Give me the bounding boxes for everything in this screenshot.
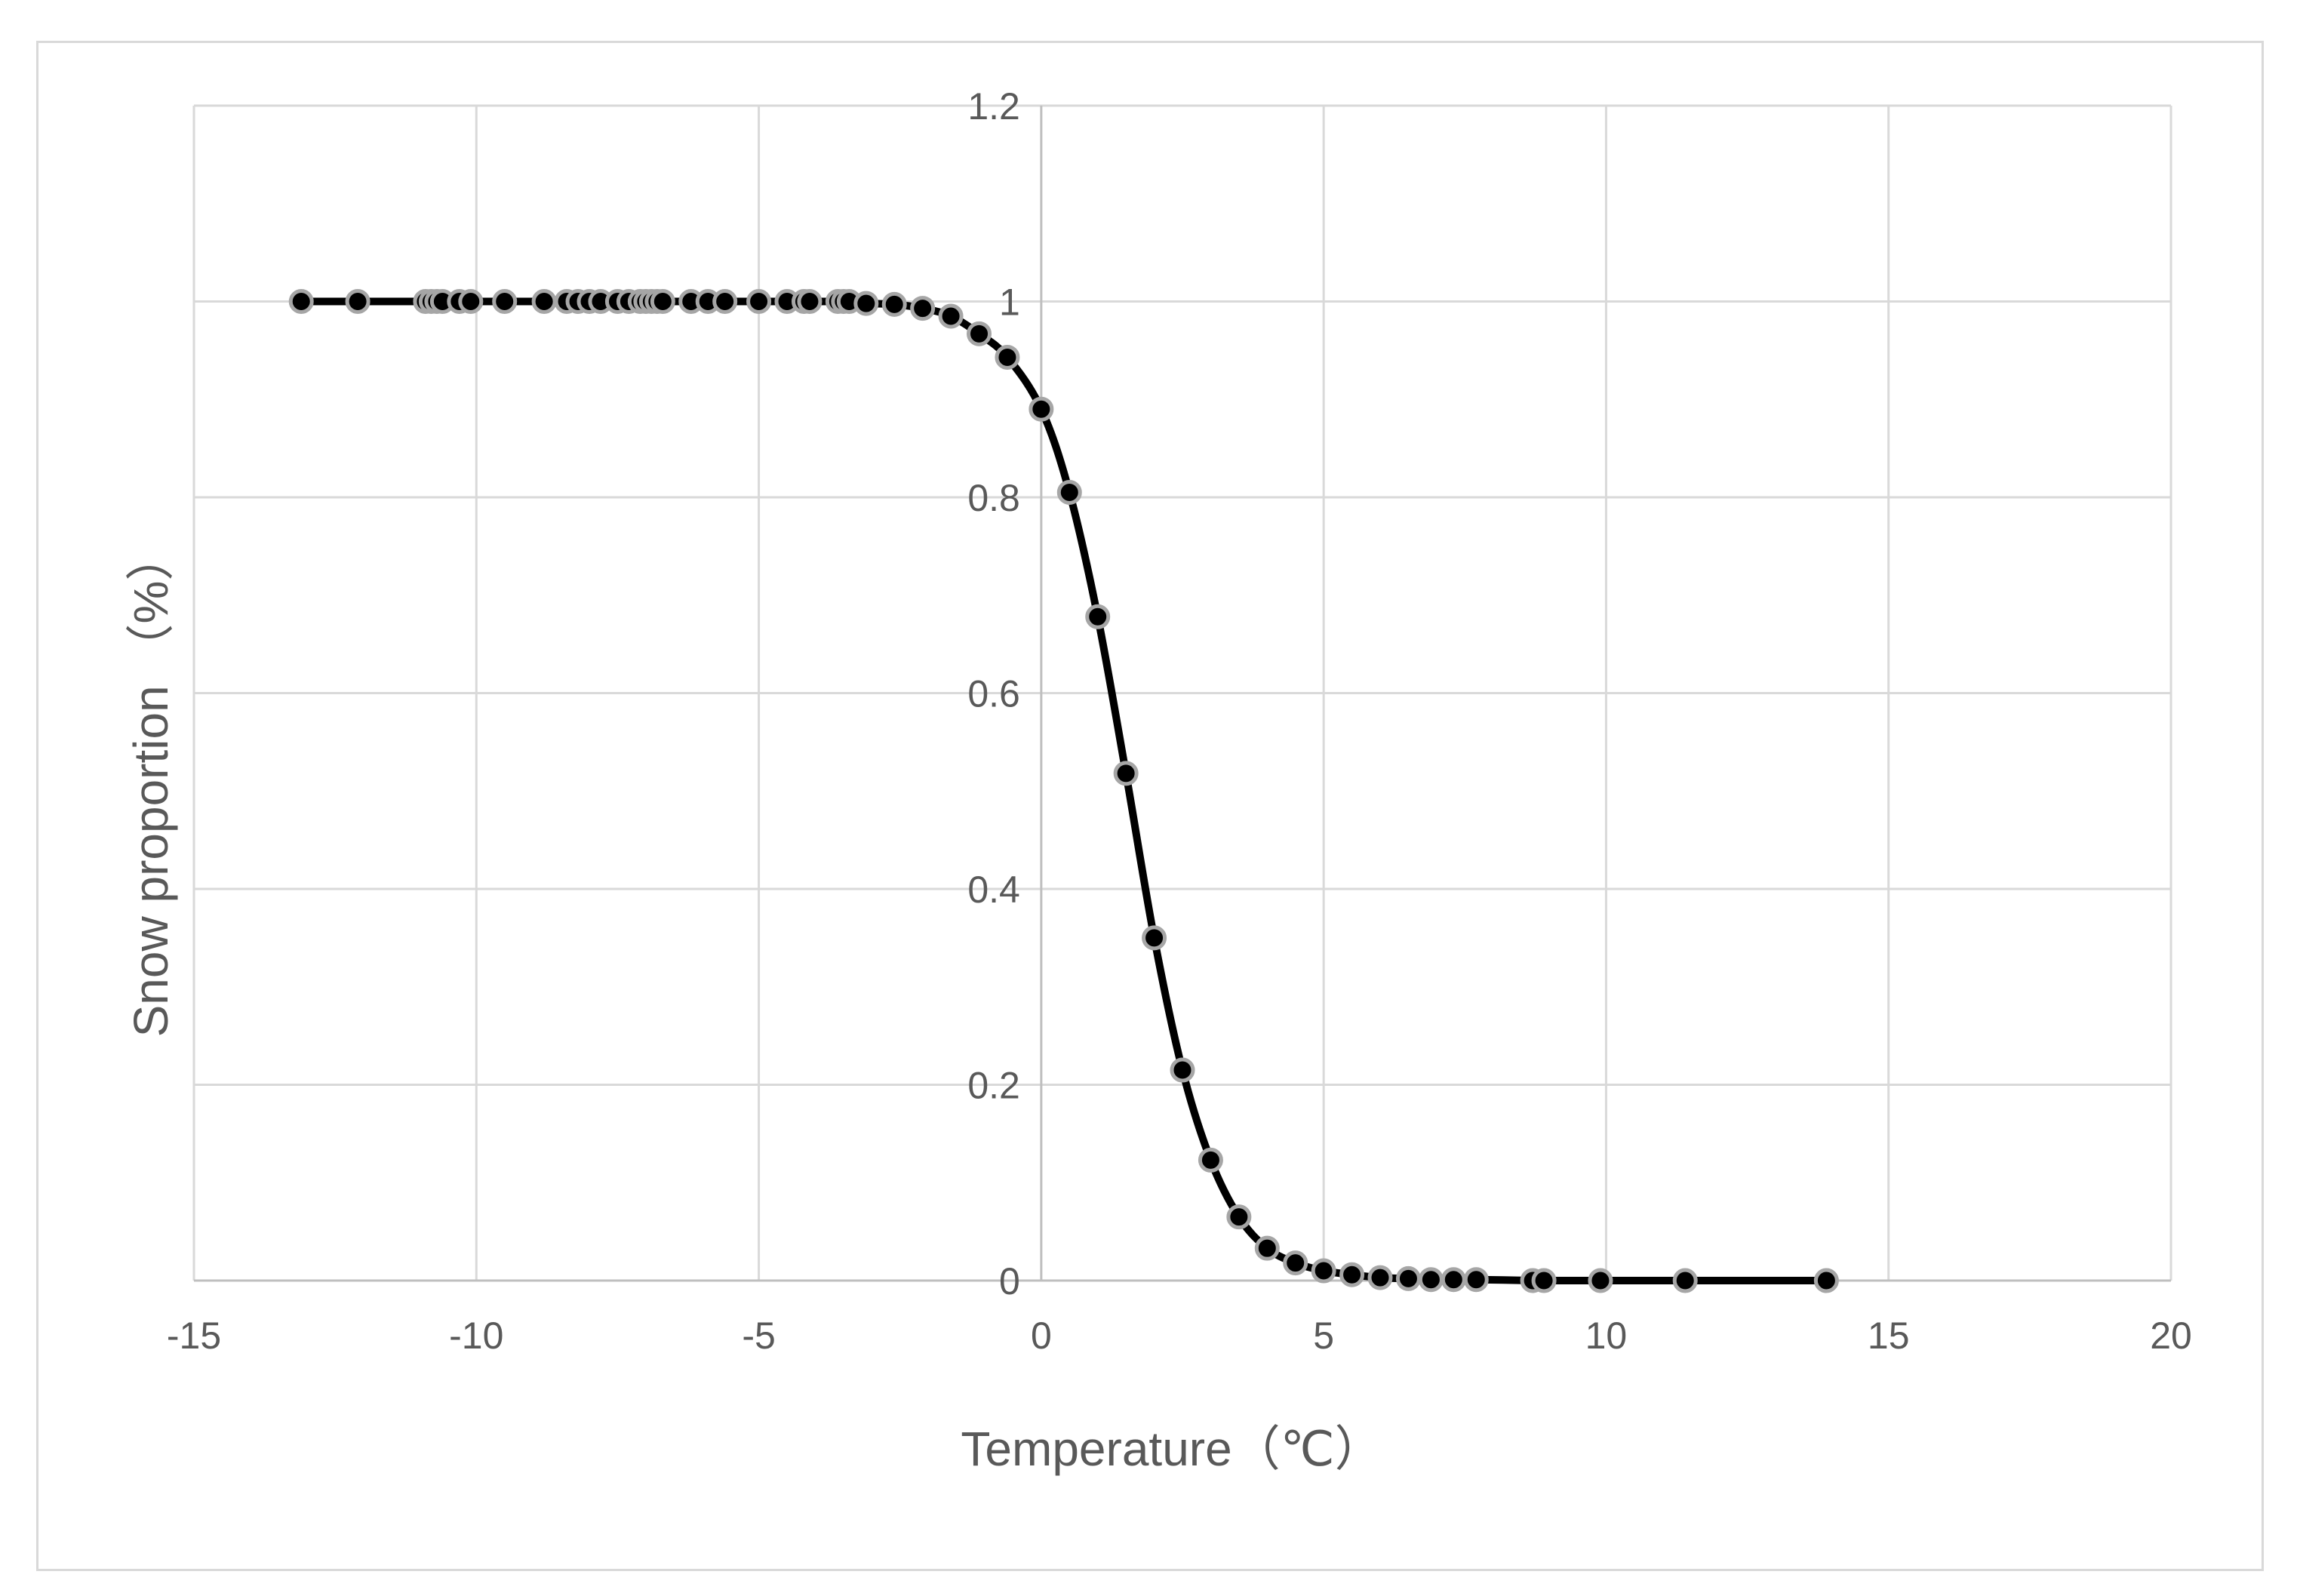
data-point	[881, 291, 907, 317]
data-point	[938, 303, 964, 329]
y-tick-label: 1.2	[967, 85, 1020, 128]
chart-frame	[36, 41, 2264, 1571]
data-point	[1056, 480, 1082, 506]
data-point	[712, 289, 738, 314]
x-tick-label: -15	[167, 1315, 221, 1357]
data-point	[1085, 604, 1111, 629]
x-tick-label: 10	[1585, 1315, 1628, 1357]
data-point	[1283, 1250, 1308, 1276]
y-tick-label: 1	[999, 281, 1020, 324]
x-tick-label: -5	[742, 1315, 775, 1357]
data-point	[1226, 1204, 1252, 1230]
data-point	[1672, 1268, 1698, 1293]
x-tick-label: -10	[449, 1315, 503, 1357]
data-point	[1418, 1267, 1444, 1293]
data-point	[1113, 761, 1139, 786]
data-point	[1254, 1235, 1280, 1261]
data-point	[492, 289, 518, 314]
data-point	[1339, 1262, 1365, 1287]
data-point	[288, 289, 314, 314]
y-tick-label: 0	[999, 1260, 1020, 1302]
data-point	[1170, 1057, 1195, 1083]
data-point	[853, 291, 879, 316]
data-point	[531, 289, 557, 314]
data-point	[1441, 1267, 1466, 1293]
data-point	[1813, 1268, 1839, 1293]
data-point	[797, 289, 823, 314]
axes	[194, 106, 2171, 1282]
data-series	[288, 289, 1839, 1293]
data-point	[1588, 1268, 1613, 1293]
data-point	[1395, 1265, 1421, 1291]
data-point	[910, 296, 936, 321]
data-point	[650, 289, 675, 314]
data-point	[345, 289, 371, 314]
x-tick-label: 5	[1313, 1315, 1334, 1357]
data-point	[746, 289, 772, 314]
y-axis-title: Snow proportion （%）	[124, 533, 178, 1038]
y-tick-labels: 0 0.2 0.4 0.6 0.8 1 1.2	[967, 85, 1020, 1302]
y-tick-label: 0.4	[967, 869, 1020, 911]
x-tick-label: 20	[2150, 1315, 2192, 1357]
x-tick-label: 0	[1031, 1315, 1052, 1357]
data-point	[1198, 1147, 1223, 1173]
data-point	[995, 344, 1020, 370]
x-tick-labels: -15 -10 -5 0 5 10 15 20	[167, 1315, 2192, 1357]
data-point	[967, 321, 992, 346]
data-point	[1531, 1268, 1557, 1293]
grid-lines	[192, 104, 2172, 1281]
data-point	[1463, 1267, 1489, 1293]
x-axis-title: Temperature（℃）	[961, 1422, 1382, 1476]
data-point	[458, 289, 484, 314]
data-point	[1311, 1258, 1336, 1284]
data-point	[1142, 925, 1167, 951]
series-line	[297, 297, 1831, 1285]
x-tick-label: 15	[1868, 1315, 1910, 1357]
y-tick-label: 0.8	[967, 477, 1020, 519]
y-tick-label: 0.2	[967, 1065, 1020, 1107]
data-point	[1029, 396, 1054, 422]
y-tick-label: 0.6	[967, 673, 1020, 715]
data-point	[1367, 1265, 1393, 1290]
